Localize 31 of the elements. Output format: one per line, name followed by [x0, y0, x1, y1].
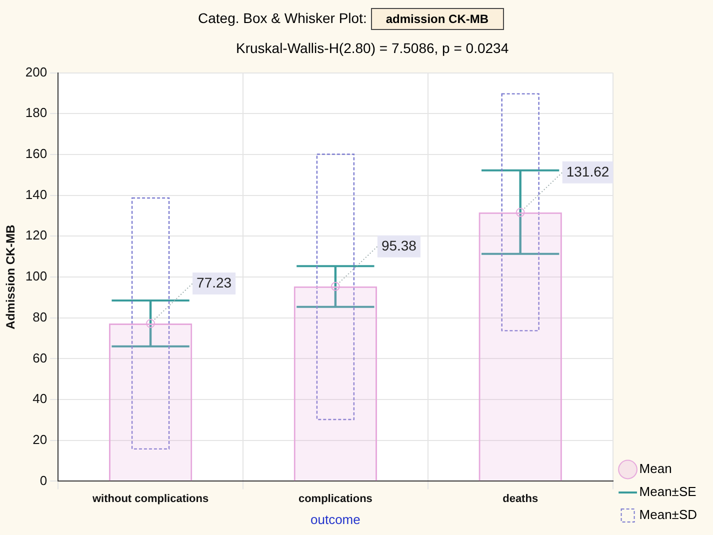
chart-subtitle: Kruskal-Wallis-H(2.80) = 7.5086, p = 0.0234 [236, 40, 509, 56]
y-tick-label: 200 [25, 64, 48, 80]
data-label: 95.38 [381, 237, 417, 254]
legend-label: Mean [639, 461, 672, 476]
y-tick-label: 160 [25, 146, 48, 162]
y-tick-label: 100 [25, 268, 48, 284]
bar [316, 154, 355, 420]
y-tick-label: 0 [40, 472, 48, 488]
x-tick-label: without complications [91, 492, 209, 505]
bar [131, 197, 170, 450]
chart-title: Categ. Box & Whisker Plot: [198, 10, 367, 26]
y-tick-label: 40 [32, 391, 48, 406]
data-label: 77.23 [196, 274, 232, 290]
y-tick-label: 120 [25, 228, 48, 243]
legend-label: Mean±SD [639, 507, 698, 522]
y-tick-label: 180 [25, 105, 48, 120]
y-tick-label: 80 [32, 309, 48, 324]
x-tick-label: deaths [502, 492, 538, 505]
bar [108, 323, 192, 481]
text: admission CK-MB [370, 8, 504, 30]
bar [501, 93, 540, 332]
legend-label: Mean±SE [639, 484, 697, 500]
x-axis-title: outcome [310, 512, 360, 527]
bar [478, 212, 562, 481]
x-tick-label: complications [298, 492, 372, 505]
y-tick-label: 20 [32, 432, 48, 447]
y-axis-title: Admission CK-MB [4, 224, 18, 330]
bar [294, 286, 378, 481]
y-tick-label: 140 [25, 186, 48, 202]
data-label: 131.62 [566, 163, 610, 180]
y-tick-label: 60 [32, 350, 48, 366]
